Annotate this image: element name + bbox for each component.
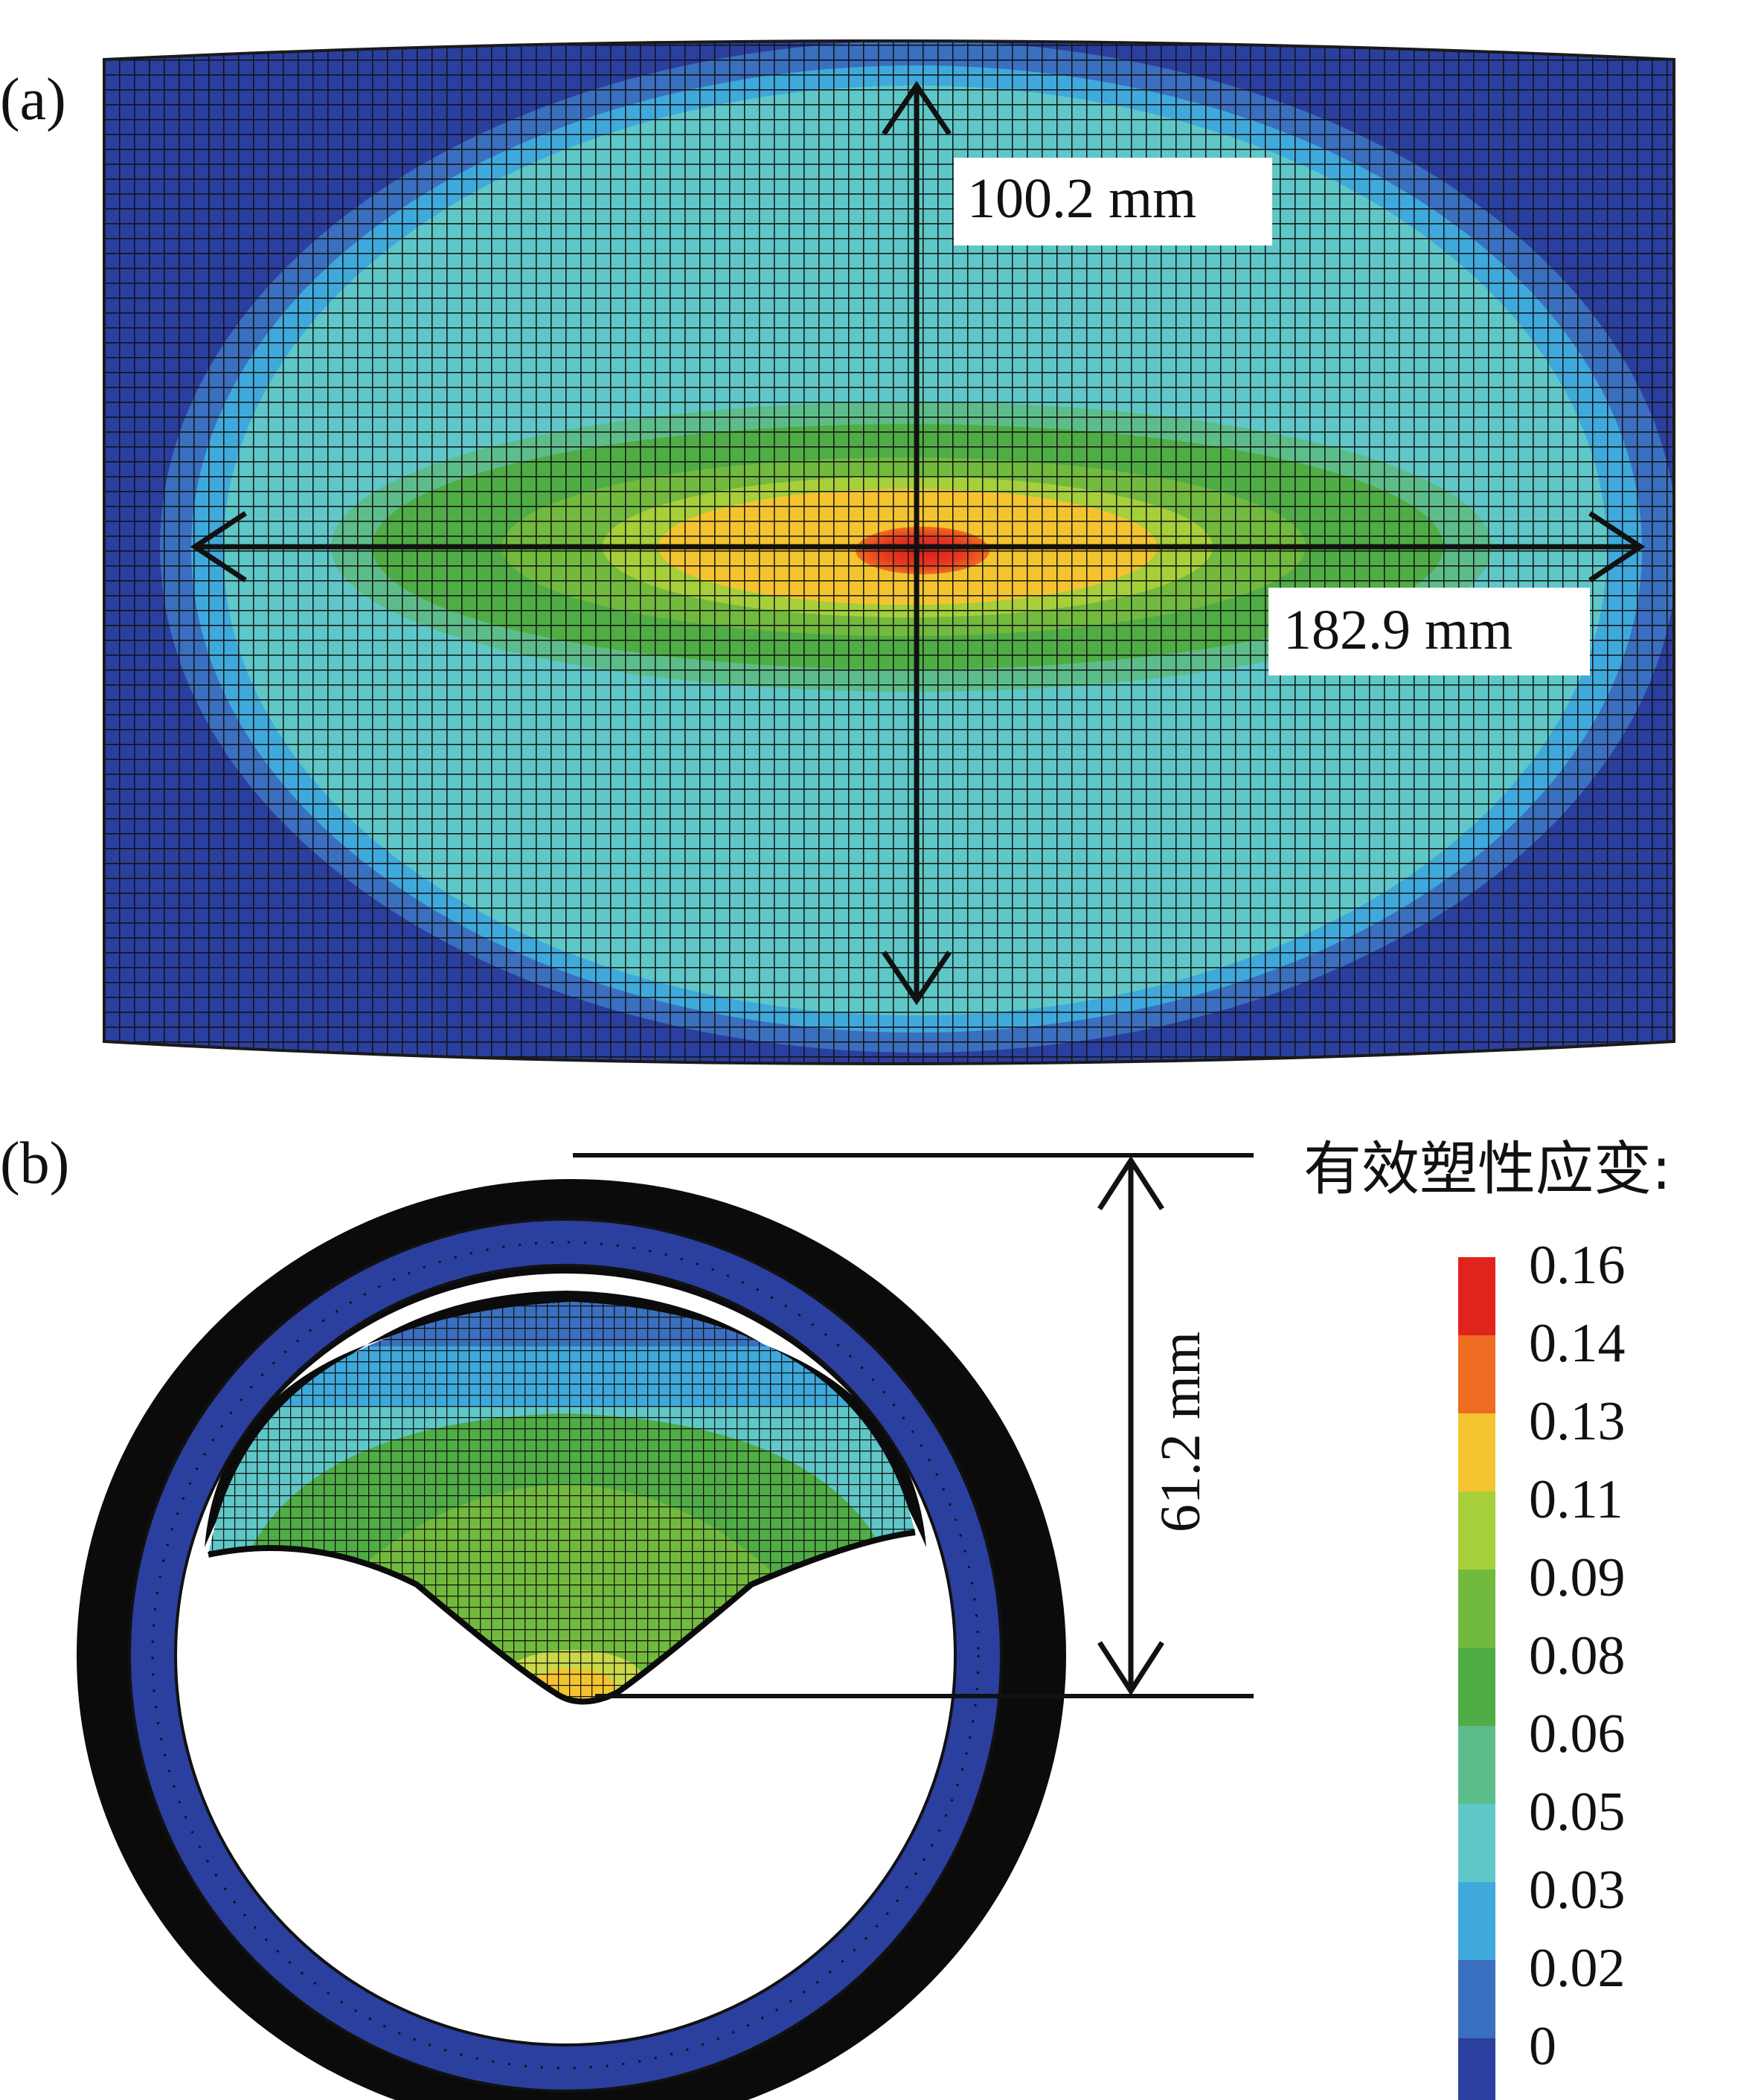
legend-value: 0 [1529,2016,1556,2077]
horizontal-dimension-box [1268,588,1590,675]
legend-title: 有效塑性应变: [1303,1136,1671,1203]
legend-value: 0.08 [1529,1625,1626,1686]
panel-a-plate [103,39,1675,1065]
legend-value: 0.02 [1529,1938,1626,1999]
legend-value: 0.11 [1529,1469,1623,1530]
legend-swatch [1458,1570,1495,1648]
vertical-dimension-box [954,158,1272,245]
legend-swatch [1458,1804,1495,1882]
panel-b-label: (b) [0,1131,69,1196]
legend-swatch [1458,1257,1495,1335]
legend-swatch [1458,2038,1495,2100]
depth-dimension [573,1153,1254,1698]
legend-swatch [1458,1882,1495,1960]
legend-value: 0.05 [1529,1782,1626,1843]
legend-value: 0.14 [1529,1313,1626,1374]
legend-value: 0.09 [1529,1547,1626,1608]
legend-swatch [1458,1960,1495,2038]
panel-a-dimension-arrows [190,80,1646,1006]
legend-swatch [1458,1491,1495,1570]
legend-colorbar [1458,1257,1495,2100]
panel-a-label: (a) [0,67,66,132]
legend-swatch [1458,1726,1495,1804]
legend-labels: 0.16 0.14 0.13 0.11 0.09 0.08 0.06 0.05 0.03 0.02… [1529,1235,1626,2077]
legend-swatch [1458,1335,1495,1413]
legend-swatch [1458,1648,1495,1726]
legend-value: 0.03 [1529,1860,1626,1921]
horizontal-dimension-label: 182.9 mm [1283,599,1513,661]
legend-value: 0.06 [1529,1704,1626,1765]
depth-dimension-label: 61.2 mm [1149,1332,1212,1532]
legend-swatch [1458,1413,1495,1491]
panel-b-tube [77,1179,1066,2100]
vertical-dimension-label: 100.2 mm [967,167,1196,230]
legend-value: 0.16 [1529,1235,1626,1296]
legend-value: 0.13 [1529,1391,1626,1452]
